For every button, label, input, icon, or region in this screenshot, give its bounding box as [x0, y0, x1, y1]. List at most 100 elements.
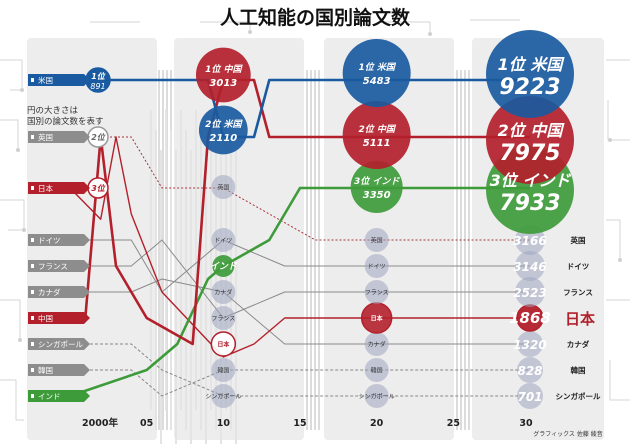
name-singapore-2020: シンガポール [359, 393, 395, 401]
value-uk-2030: 3166 [513, 234, 546, 248]
bubble-uk-2020 [364, 228, 389, 252]
left-label-india: インド [28, 390, 90, 402]
bubbles [85, 30, 574, 409]
value-korea-2030: 828 [517, 364, 542, 378]
name-china-2010: 1位 中国 [205, 64, 243, 75]
left-label-japan: 日本 [28, 182, 90, 194]
credit: グラフィックス 佐藤 綾音 [533, 430, 603, 438]
bubble-singapore-2020 [364, 384, 389, 408]
circuit-node-4 [618, 258, 622, 262]
name-canada-2010: カナダ [214, 289, 232, 297]
bubble-us-2030 [486, 30, 574, 118]
x-tick-label: 20 [370, 418, 384, 429]
name-us-2030: 1位 米国 [498, 55, 566, 74]
bubble-germany-2030 [515, 251, 545, 281]
name-germany-2020: ドイツ [368, 264, 386, 271]
name-us-2010: 2位 米国 [205, 119, 243, 130]
value-germany-2030: 3146 [513, 260, 546, 274]
x-tick-label: 2000年 [82, 417, 118, 429]
circuit-node-1 [16, 148, 20, 152]
left-label-singapore: シンガポール [28, 338, 90, 350]
left-label-uk: 英国 [28, 131, 90, 143]
value-china-2020: 5111 [363, 138, 391, 149]
left-label-china: 中国 [28, 312, 90, 324]
name-france-2010: フランス [211, 316, 235, 323]
bubble-korea-2020 [364, 358, 389, 382]
name-korea-2020: 韓国 [371, 367, 383, 375]
bubble-japan-2010 [210, 331, 237, 357]
name-japan-2020: 日本 [371, 315, 384, 323]
x-tick-label: 10 [217, 418, 231, 429]
x-tick-label: 25 [447, 418, 460, 429]
left-label-text: 中国 [38, 313, 53, 323]
left-label-korea: 韓国 [28, 364, 90, 376]
circuit-trace-6 [607, 100, 630, 141]
circuit-decoration [0, 19, 630, 421]
bubble-korea-2030 [517, 357, 543, 383]
name-china-2020: 2位 中国 [358, 124, 396, 135]
circuit-node-6 [248, 30, 252, 34]
x-tick-label: 05 [140, 418, 153, 429]
badge-us-2000: 1位 [91, 72, 106, 81]
circuit-trace-3 [0, 299, 21, 340]
right-label-uk: 英国 [571, 235, 586, 245]
left-label-text: 英国 [38, 132, 53, 142]
value-us-2000: 891 [90, 82, 105, 91]
left-label-text: インド [38, 392, 61, 401]
line-canada [70, 278, 530, 345]
name-singapore-2010: シンガポール [205, 393, 241, 401]
bubble-china-2020 [342, 101, 411, 169]
bubble-us-2020 [342, 39, 411, 107]
left-label-us: 米国 [28, 74, 90, 86]
line-uk [70, 136, 530, 241]
line-france [70, 239, 530, 319]
left-label-text: フランス [38, 262, 68, 271]
badge-japan-2000: 3位 [91, 184, 106, 193]
bubble-germany-2020 [364, 254, 389, 278]
bubble-canada-2010 [211, 280, 236, 304]
line-germany [70, 239, 530, 293]
value-france-2030: 2523 [513, 286, 546, 300]
badge-uk-2000: 2位 [91, 133, 106, 142]
bubble-china-2010 [195, 47, 251, 103]
circuit-trace-2 [0, 199, 25, 231]
value-us-2020: 5483 [363, 76, 391, 87]
circuit-node-0 [20, 88, 24, 92]
value-canada-2030: 1320 [513, 338, 546, 352]
left-label-text: 韓国 [38, 365, 53, 375]
circuit-trace-0 [0, 59, 23, 91]
value-china-2030: 7975 [499, 141, 560, 166]
name-india-2030: 3位 インド [490, 171, 572, 190]
bubble-france-2010 [211, 306, 236, 330]
bubble-canada-2030 [517, 331, 543, 357]
bubble-germany-2010 [211, 228, 236, 252]
name-france-2020: フランス [365, 290, 389, 297]
bubble-india-2010 [212, 255, 235, 277]
bubble-france-2020 [364, 280, 389, 304]
circuit-node-5 [608, 138, 612, 142]
bubble-singapore-2010 [211, 384, 236, 408]
name-germany-2010: ドイツ [214, 238, 232, 245]
bubble-korea-2010 [211, 358, 236, 382]
left-label-germany: ドイツ [28, 234, 90, 246]
left-label-text: ドイツ [38, 236, 61, 245]
name-us-2020: 1位 米国 [358, 62, 396, 73]
name-uk-2010: 英国 [217, 184, 229, 192]
value-us-2010: 2110 [209, 133, 237, 144]
x-tick-label: 30 [519, 418, 533, 429]
value-japan-2030: 1868 [509, 309, 551, 327]
value-india-2030: 7933 [499, 191, 560, 216]
circuit-trace-7 [606, 219, 621, 260]
bubble-india-2020 [350, 161, 403, 213]
left-label-text: カナダ [38, 287, 61, 297]
circuit-node-7 [428, 32, 432, 36]
right-label-canada: カナダ [567, 339, 590, 349]
bubble-france-2030 [515, 277, 545, 307]
left-label-text: シンガポール [38, 339, 83, 349]
value-india-2020: 3350 [363, 190, 391, 201]
legend-note: 円の大きさは 国別の論文数を表す [27, 105, 104, 127]
circuit-trace-10 [200, 21, 251, 32]
circuit-node-3 [18, 338, 22, 342]
right-label-germany: ドイツ [567, 262, 590, 271]
value-us-2030: 9223 [499, 75, 560, 100]
